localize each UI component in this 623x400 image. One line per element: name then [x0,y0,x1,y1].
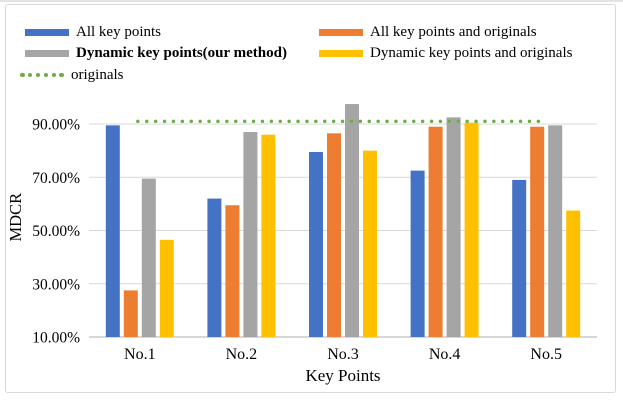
bar [566,210,581,337]
legend-color-swatch [319,50,363,57]
y-tick-label: 90.00% [32,117,80,134]
legend-dot [27,72,33,78]
bar [363,150,377,337]
legend-dot [59,72,64,78]
legend-item: All key points [25,24,161,41]
bar [123,290,138,337]
bar [446,117,461,337]
legend-dot [35,72,41,78]
bar [548,125,563,337]
legend-item: Dynamic key points(our method) [25,45,287,62]
bar [345,104,359,337]
bar [410,170,425,337]
x-category-label: No.1 [124,346,156,363]
legend-item: originals [20,67,124,84]
legend-label: Dynamic key points(our method) [76,45,287,61]
legend-item: Dynamic key points and originals [319,45,572,62]
legend-dot [43,72,49,78]
x-category-label: No.2 [226,346,258,363]
bar [464,122,479,338]
y-axis-title: MDCR [6,193,25,242]
bar [225,205,240,337]
x-category-label: No.3 [327,346,359,363]
y-tick-label: 50.00% [32,223,80,240]
legend-color-swatch [319,28,363,36]
bar [327,133,341,337]
y-tick-label: 30.00% [32,276,80,293]
bar [428,126,443,337]
bar [243,132,258,337]
bar [530,126,545,337]
bar [309,151,323,337]
legend-color-swatch [25,28,69,36]
legend-color-swatch [25,50,69,57]
y-tick-label: 70.00% [32,170,80,187]
x-category-label: No.5 [530,346,562,363]
legend-label: originals [71,66,124,83]
legend-dotted-line-swatch [20,72,64,78]
x-axis-title: Key Points [305,366,380,385]
x-category-label: No.4 [429,346,461,363]
bar [159,239,174,337]
bar [105,125,120,337]
bar [512,179,527,337]
legend-dot [51,72,57,78]
bar [207,198,222,337]
legend-label: All key points [76,23,161,40]
bar [261,134,276,337]
legend-label: All key points and originals [370,23,537,40]
bar [141,178,156,337]
legend-label: Dynamic key points and originals [370,45,573,61]
page-top-divider [0,0,623,2]
chart-legend: All key points All key points and origina… [0,0,623,95]
legend-item: All key points and originals [319,24,537,41]
legend-dot [20,72,25,78]
y-tick-label: 10.00% [32,330,80,347]
